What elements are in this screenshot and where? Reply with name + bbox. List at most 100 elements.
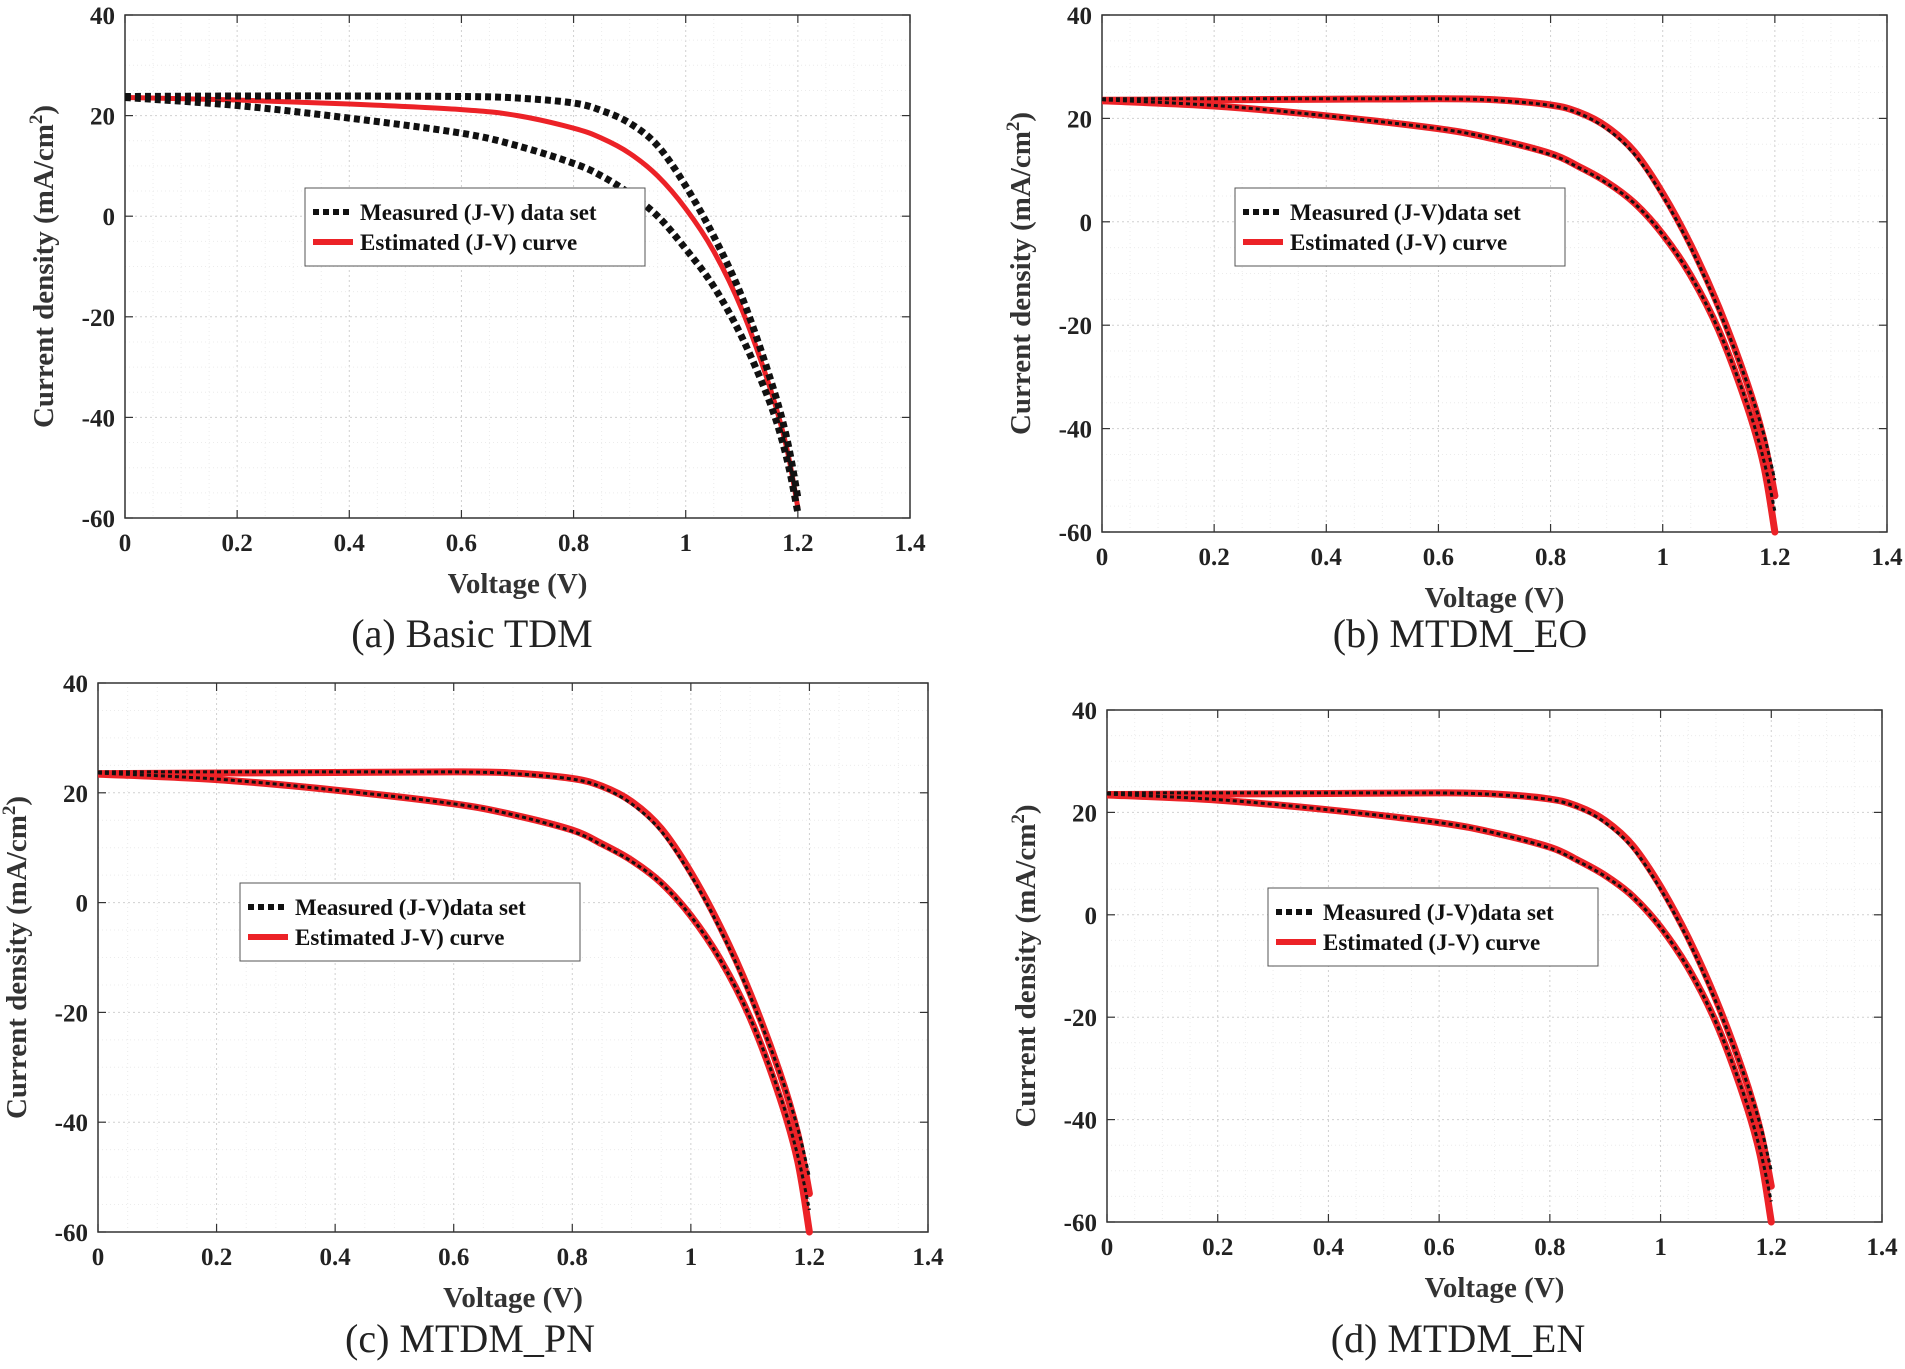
axes-frame [97,682,929,1233]
chart-svg-b: 0 0.2 0.4 0.6 0.8 1 1.2 1.4 40 20 0 -20 -40 -60 Voltag… [1003,3,1903,614]
legend: Measured (J-V)data set Estimated (J-V) cu… [1267,887,1599,967]
series-group [98,768,813,1236]
y-tick-label: 40 [1067,3,1092,30]
x-tick-label: 1.2 [1759,544,1790,571]
x-tick-label: 0 [1096,544,1109,571]
legend-box [239,882,581,962]
x-tick-label: 1 [1654,1234,1667,1261]
x-tick-label: 1.2 [794,1244,825,1271]
x-tick-label: 1.2 [1756,1234,1787,1261]
y-tick-label: 0 [1080,210,1093,237]
y-tick-label: -40 [1059,417,1092,444]
series-group [1102,95,1779,536]
legend: Measured (J-V)data set Estimated (J-V) cu… [1234,187,1566,267]
series-line-measured-lower [125,94,802,514]
y-axis-label: Current density (mA/cm2) [26,105,60,428]
y-tick-label: -20 [82,305,115,332]
series-line-measured-upper [1102,97,1777,481]
x-tick-label: 0.2 [222,530,253,557]
x-axis-label: Voltage (V) [448,568,588,600]
series-group [125,92,802,514]
x-tick-label: 0.4 [1311,544,1343,571]
caption-mtdm-eo: (b) MTDM_EO [1332,611,1588,656]
y-axis-label: Current density (mA/cm2) [0,796,33,1119]
y-tick-label: 20 [1067,106,1092,133]
x-tick-label: 0.6 [446,530,477,557]
grid-lines [1101,14,1888,533]
y-tick-label: -20 [1059,313,1092,340]
y-tick-label: 0 [103,204,116,231]
x-tick-label: 0.6 [1424,1234,1455,1261]
x-axis-label: Voltage (V) [443,1282,583,1314]
caption-mtdm-pn: (c) MTDM_PN [345,1316,595,1361]
y-axis-label: Current density (mA/cm2) [1008,804,1042,1127]
y-tick-label: -60 [82,506,115,533]
y-tick-label: 0 [1085,903,1098,930]
y-tick-label: 20 [90,104,115,131]
legend-box [1267,887,1599,967]
y-tick-label: -60 [1059,520,1092,547]
caption-basic-tdm: (a) Basic TDM [351,611,593,656]
chart-panel-basic-tdm: 0 0.2 0.4 0.6 0.8 1 1.2 1.4 40 20 0 -20 -40 -60 Voltag… [0,0,940,600]
y-tick-label: -20 [1064,1005,1097,1032]
x-tick-label: 1 [1656,544,1669,571]
x-tick-label: 1.4 [1871,544,1903,571]
chart-panel-mtdm-eo: 0 0.2 0.4 0.6 0.8 1 1.2 1.4 40 20 0 -20 -40 -60 Voltag… [955,0,1905,614]
x-tick-label: 0 [92,1244,105,1271]
legend-label: Measured (J-V) data set [360,200,597,225]
legend: Measured (J-V) data set Estimated (J-V) c… [304,187,646,267]
axes-frame [124,14,911,519]
y-tick-label: 20 [1072,800,1097,827]
y-tick-label: -60 [55,1220,88,1247]
legend-box [304,187,646,267]
y-tick-label: 20 [63,781,88,808]
legend: Measured (J-V)data set Estimated J-V) cur… [239,882,581,962]
axes-frame [1106,709,1883,1223]
x-tick-label: 0.4 [320,1244,352,1271]
series-line-measured-lower [1107,792,1773,1202]
y-tick-label: 40 [63,671,88,698]
series-line-measured-lower [98,771,811,1211]
caption-mtdm-en: (d) MTDM_EN [1330,1316,1586,1361]
x-tick-label: 0.2 [1202,1234,1233,1261]
x-tick-label: 0 [1101,1234,1114,1261]
series-line-measured-upper [1107,791,1773,1172]
x-tick-label: 1.2 [782,530,813,557]
chart-panel-mtdm-pn: 0 0.2 0.4 0.6 0.8 1 1.2 1.4 40 20 0 -20 -40 -60 Voltag… [0,670,944,1350]
y-tick-label: 40 [1072,698,1097,725]
x-tick-label: 0.8 [558,530,589,557]
y-tick-label: -40 [82,405,115,432]
chart-svg-a: 0 0.2 0.4 0.6 0.8 1 1.2 1.4 40 20 0 -20 -40 -60 Voltag… [26,3,926,600]
y-tick-label: 40 [90,3,115,30]
x-tick-label: 1.4 [1866,1234,1898,1261]
chart-panel-mtdm-en: 0 0.2 0.4 0.6 0.8 1 1.2 1.4 40 20 0 -20 -40 -60 Voltag… [955,698,1905,1350]
x-tick-label: 0.6 [1423,544,1454,571]
legend-label: Estimated (J-V) curve [1290,230,1507,255]
y-tick-label: -40 [55,1110,88,1137]
x-tick-label: 0.8 [557,1244,588,1271]
series-line-measured-upper [98,770,811,1178]
x-axis-label: Voltage (V) [1425,582,1565,614]
legend-label: Estimated J-V) curve [295,925,505,950]
legend-label: Measured (J-V)data set [1323,900,1554,925]
x-tick-label: 1 [679,530,692,557]
x-tick-label: 0.4 [334,530,366,557]
x-tick-label: 0.2 [1199,544,1230,571]
axes-frame [1101,14,1888,533]
legend-label: Measured (J-V)data set [295,895,526,920]
x-tick-label: 0.4 [1313,1234,1345,1261]
legend-box [1234,187,1566,267]
x-tick-label: 0.8 [1534,1234,1565,1261]
x-tick-label: 1 [685,1244,698,1271]
y-tick-label: -40 [1064,1108,1097,1135]
x-tick-label: 1.4 [912,1244,944,1271]
legend-label: Measured (J-V)data set [1290,200,1521,225]
y-axis-label: Current density (mA/cm2) [1003,112,1037,435]
legend-label: Estimated (J-V) curve [1323,930,1540,955]
x-tick-label: 0.6 [438,1244,469,1271]
x-axis-label: Voltage (V) [1425,1272,1565,1304]
series-line-estimated [125,95,801,511]
x-tick-label: 0 [119,530,132,557]
x-tick-label: 0.2 [201,1244,232,1271]
chart-svg-c: 0 0.2 0.4 0.6 0.8 1 1.2 1.4 40 20 0 -20 -40 -60 Voltag… [0,671,944,1314]
